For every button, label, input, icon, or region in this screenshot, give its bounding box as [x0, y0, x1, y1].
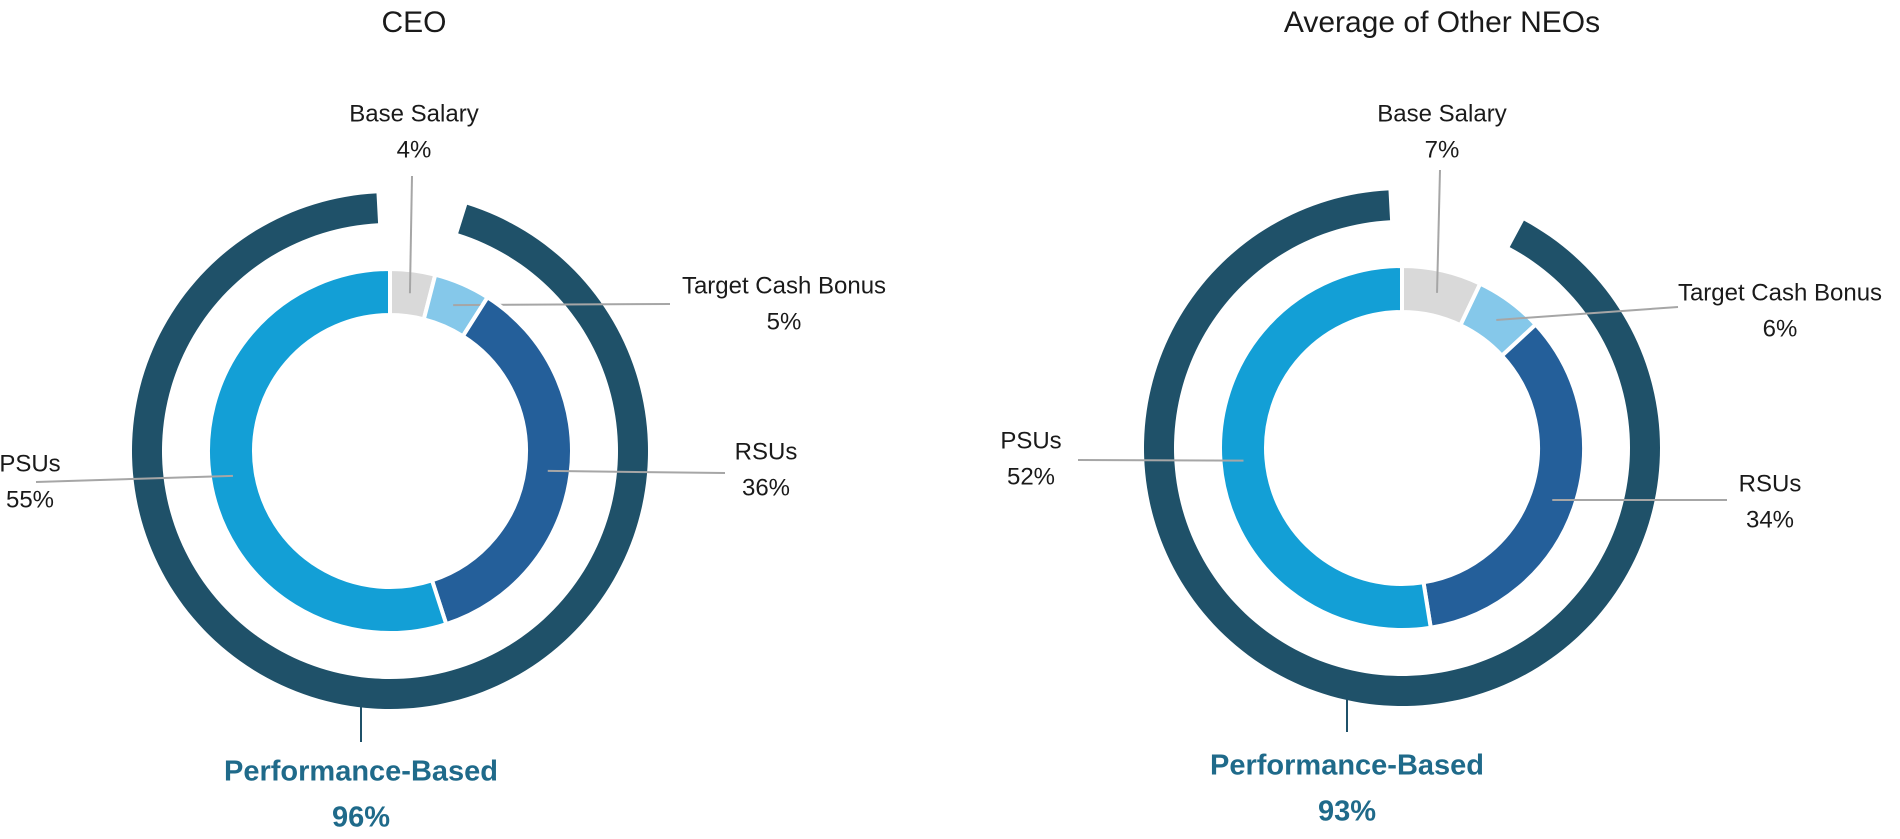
perf-label: Performance-Based	[1210, 750, 1484, 782]
slice-value: 34%	[1746, 506, 1794, 533]
slice-value: 36%	[742, 474, 790, 501]
slice-value: 55%	[6, 486, 54, 513]
slice	[206, 266, 449, 635]
slice-value: 4%	[397, 136, 432, 163]
leader-line	[1436, 169, 1441, 293]
slice-label: Base Salary	[349, 100, 478, 127]
perf-label: Performance-Based	[224, 756, 498, 788]
slice-label: PSUs	[1000, 427, 1061, 454]
slice-label: Target Cash Bonus	[1678, 279, 1882, 306]
slice-value: 6%	[1763, 315, 1798, 342]
leader-line	[35, 474, 233, 483]
slice-label: RSUs	[1739, 470, 1802, 497]
perf-value: 93%	[1318, 796, 1376, 828]
slice-label: Target Cash Bonus	[682, 272, 886, 299]
slice-label: RSUs	[735, 438, 798, 465]
slice-label: PSUs	[0, 450, 61, 477]
leader-line	[1077, 459, 1244, 462]
slice	[1218, 263, 1434, 632]
chart-title: CEO	[381, 6, 446, 39]
leader-line	[1496, 306, 1679, 321]
slice	[429, 294, 574, 627]
perf-value: 96%	[332, 802, 390, 834]
slice	[1421, 321, 1587, 631]
chart-title: Average of Other NEOs	[1284, 6, 1600, 39]
slice-label: Base Salary	[1377, 100, 1506, 127]
slice-value: 5%	[767, 308, 802, 335]
slice-value: 52%	[1007, 463, 1055, 490]
leader-line	[408, 175, 413, 294]
slice-value: 7%	[1425, 136, 1460, 163]
leader-line	[547, 469, 726, 474]
